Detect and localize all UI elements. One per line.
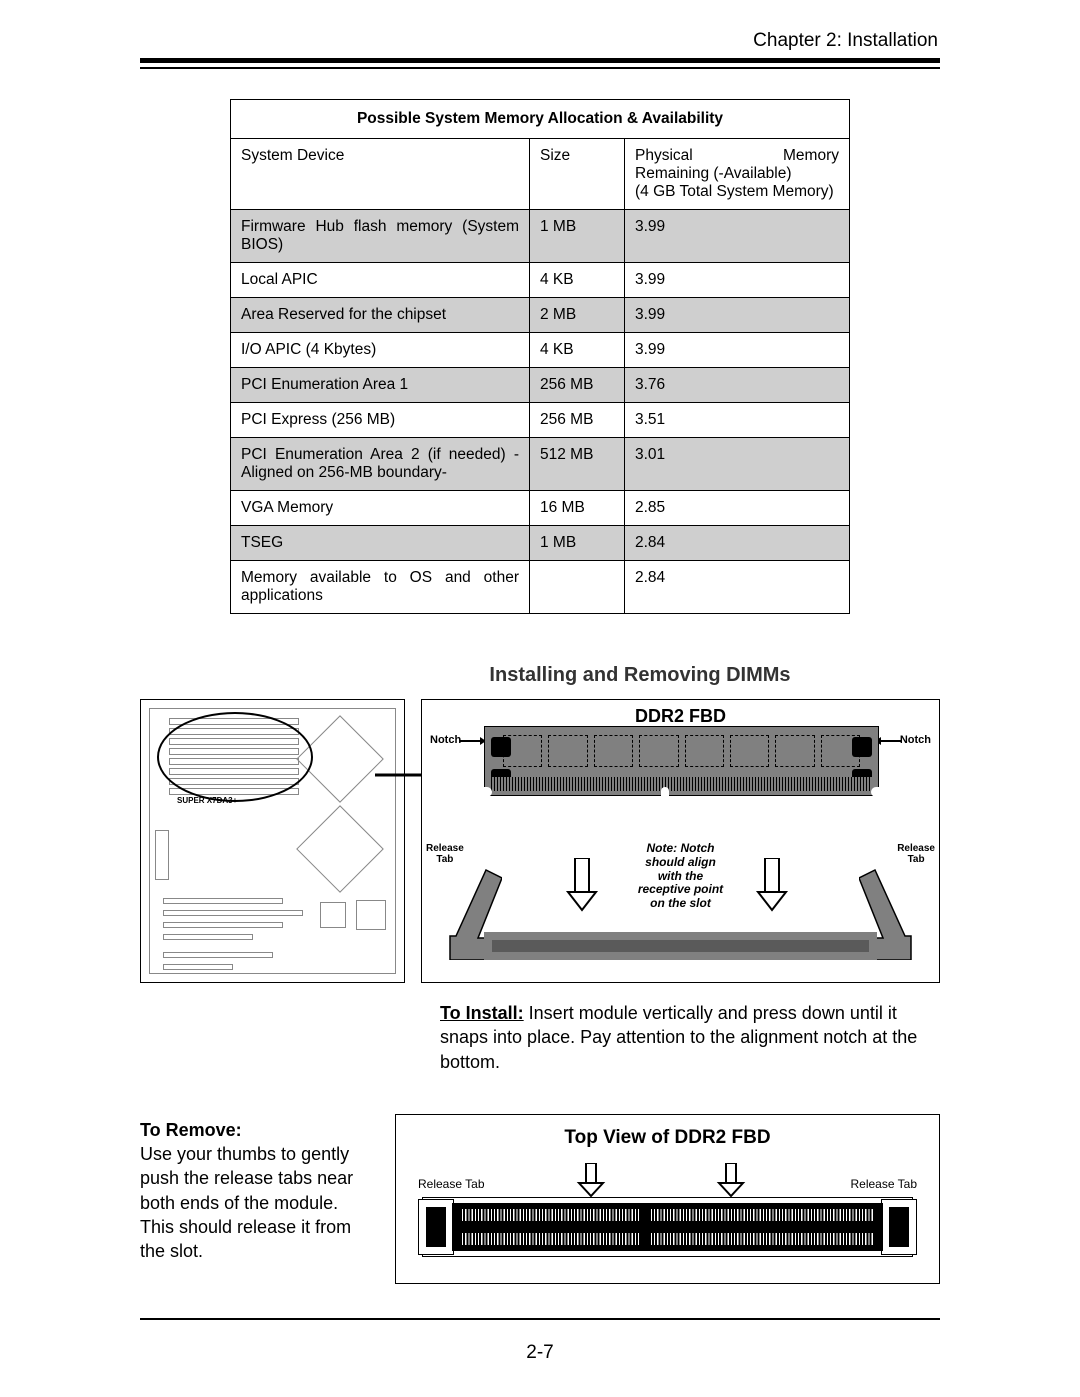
page-number: 2-7 — [140, 1342, 940, 1364]
remove-row: To Remove: Use your thumbs to gently pus… — [140, 1114, 940, 1284]
dimm-diagram-row: SUPER X7DA3+ DDR2 FBD Notch Notch — [140, 699, 940, 983]
dimm-module-title: DDR2 FBD — [422, 706, 939, 727]
col-size: Size — [530, 139, 625, 210]
dimm-section-heading: Installing and Removing DIMMs — [140, 664, 940, 687]
table-title: Possible System Memory Allocation & Avai… — [230, 99, 850, 138]
down-arrow-icon — [754, 858, 790, 912]
table-row: PCI Enumeration Area 2 (if needed) -Alig… — [231, 438, 850, 491]
motherboard-model-label: SUPER X7DA3+ — [177, 796, 237, 805]
down-arrow-icon — [716, 1163, 746, 1197]
col-device: System Device — [231, 139, 530, 210]
release-tab-label-left: Release Tab — [426, 844, 464, 865]
footer-rule — [140, 1318, 940, 1320]
table-row: Local APIC4 KB3.99 — [231, 263, 850, 298]
motherboard-diagram: SUPER X7DA3+ — [140, 699, 405, 983]
notch-note: Note: Notch should align with the recept… — [454, 842, 907, 911]
arrow-icon — [460, 736, 486, 746]
table-row: PCI Enumeration Area 1256 MB3.76 — [231, 368, 850, 403]
release-tab-label-right: Release Tab — [851, 1177, 918, 1191]
notch-label-right: Notch — [900, 734, 931, 746]
install-instructions: To Install: Insert module vertically and… — [440, 1001, 940, 1074]
notch-label-left: Notch — [430, 734, 461, 746]
dimm-module — [484, 726, 879, 796]
table-row: Area Reserved for the chipset2 MB3.99 — [231, 298, 850, 333]
table-row: TSEG1 MB2.84 — [231, 526, 850, 561]
remove-body: Use your thumbs to gently push the relea… — [140, 1144, 353, 1261]
header-rule — [140, 58, 940, 69]
down-arrow-icon — [576, 1163, 606, 1197]
table-row: VGA Memory16 MB2.85 — [231, 491, 850, 526]
dimm-slot: Note: Notch should align with the recept… — [454, 840, 907, 960]
topview-title: Top View of DDR2 FBD — [396, 1127, 939, 1149]
page-header: Chapter 2: Installation — [140, 30, 940, 52]
remove-instructions: To Remove: Use your thumbs to gently pus… — [140, 1114, 355, 1284]
remove-label: To Remove: — [140, 1120, 242, 1140]
down-arrow-icon — [564, 858, 600, 912]
release-tab-label-right: Release Tab — [897, 844, 935, 865]
topview-diagram: Top View of DDR2 FBD Release Tab Release… — [395, 1114, 940, 1284]
dimm-slots-highlight — [157, 712, 313, 802]
release-tab-label-left: Release Tab — [418, 1177, 485, 1191]
table-row: PCI Express (256 MB)256 MB3.51 — [231, 403, 850, 438]
table-row: Memory available to OS and other applica… — [231, 561, 850, 614]
install-label: To Install: — [440, 1003, 524, 1023]
dimm-install-diagram: DDR2 FBD Notch Notch — [421, 699, 940, 983]
table-row: I/O APIC (4 Kbytes)4 KB3.99 — [231, 333, 850, 368]
memory-allocation-table: Possible System Memory Allocation & Avai… — [230, 99, 850, 614]
table-row: Firmware Hub flash memory (System BIOS)1… — [231, 210, 850, 263]
col-remaining: PhysicalMemoryRemaining (-Available)(4 G… — [625, 139, 850, 210]
